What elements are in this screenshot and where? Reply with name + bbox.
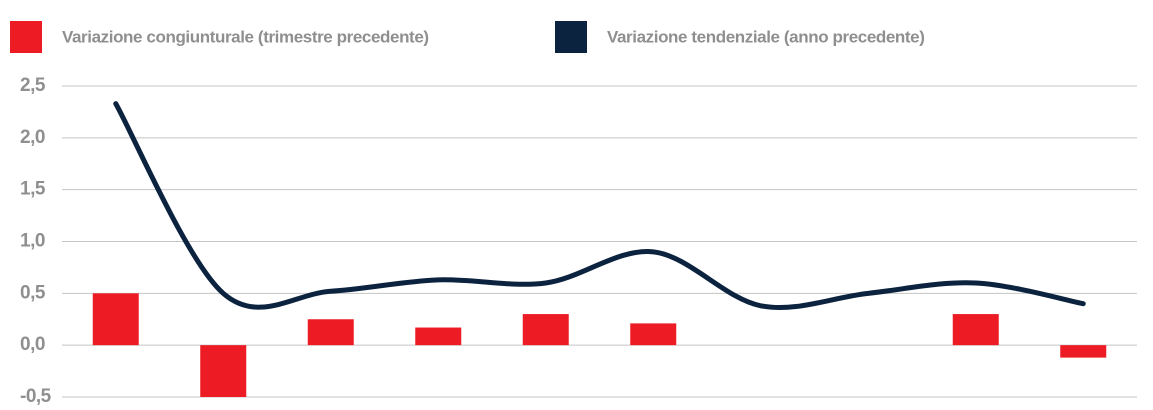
bar [952, 314, 999, 346]
line [113, 101, 1086, 311]
bar [415, 327, 462, 346]
bar [630, 323, 677, 346]
legend-label: Variazione congiunturale (trimestre prec… [62, 27, 429, 46]
bar [522, 314, 569, 346]
bar [1060, 345, 1107, 358]
y-tick-label: 1,5 [20, 179, 46, 200]
legend-label: Variazione tendenziale (anno precedente) [607, 27, 924, 46]
legend-swatch [10, 21, 42, 53]
y-tick-label: 2,5 [20, 75, 46, 96]
y-tick-label: 2,0 [20, 127, 45, 148]
legend-swatch [555, 21, 587, 53]
y-tick-label: 1,0 [20, 231, 45, 252]
bar [92, 293, 139, 346]
bar [200, 345, 247, 397]
bar [307, 319, 354, 346]
y-tick-label: -0,5 [20, 386, 52, 407]
y-tick-label: 0,5 [20, 282, 46, 303]
y-tick-label: 0,0 [20, 334, 45, 355]
